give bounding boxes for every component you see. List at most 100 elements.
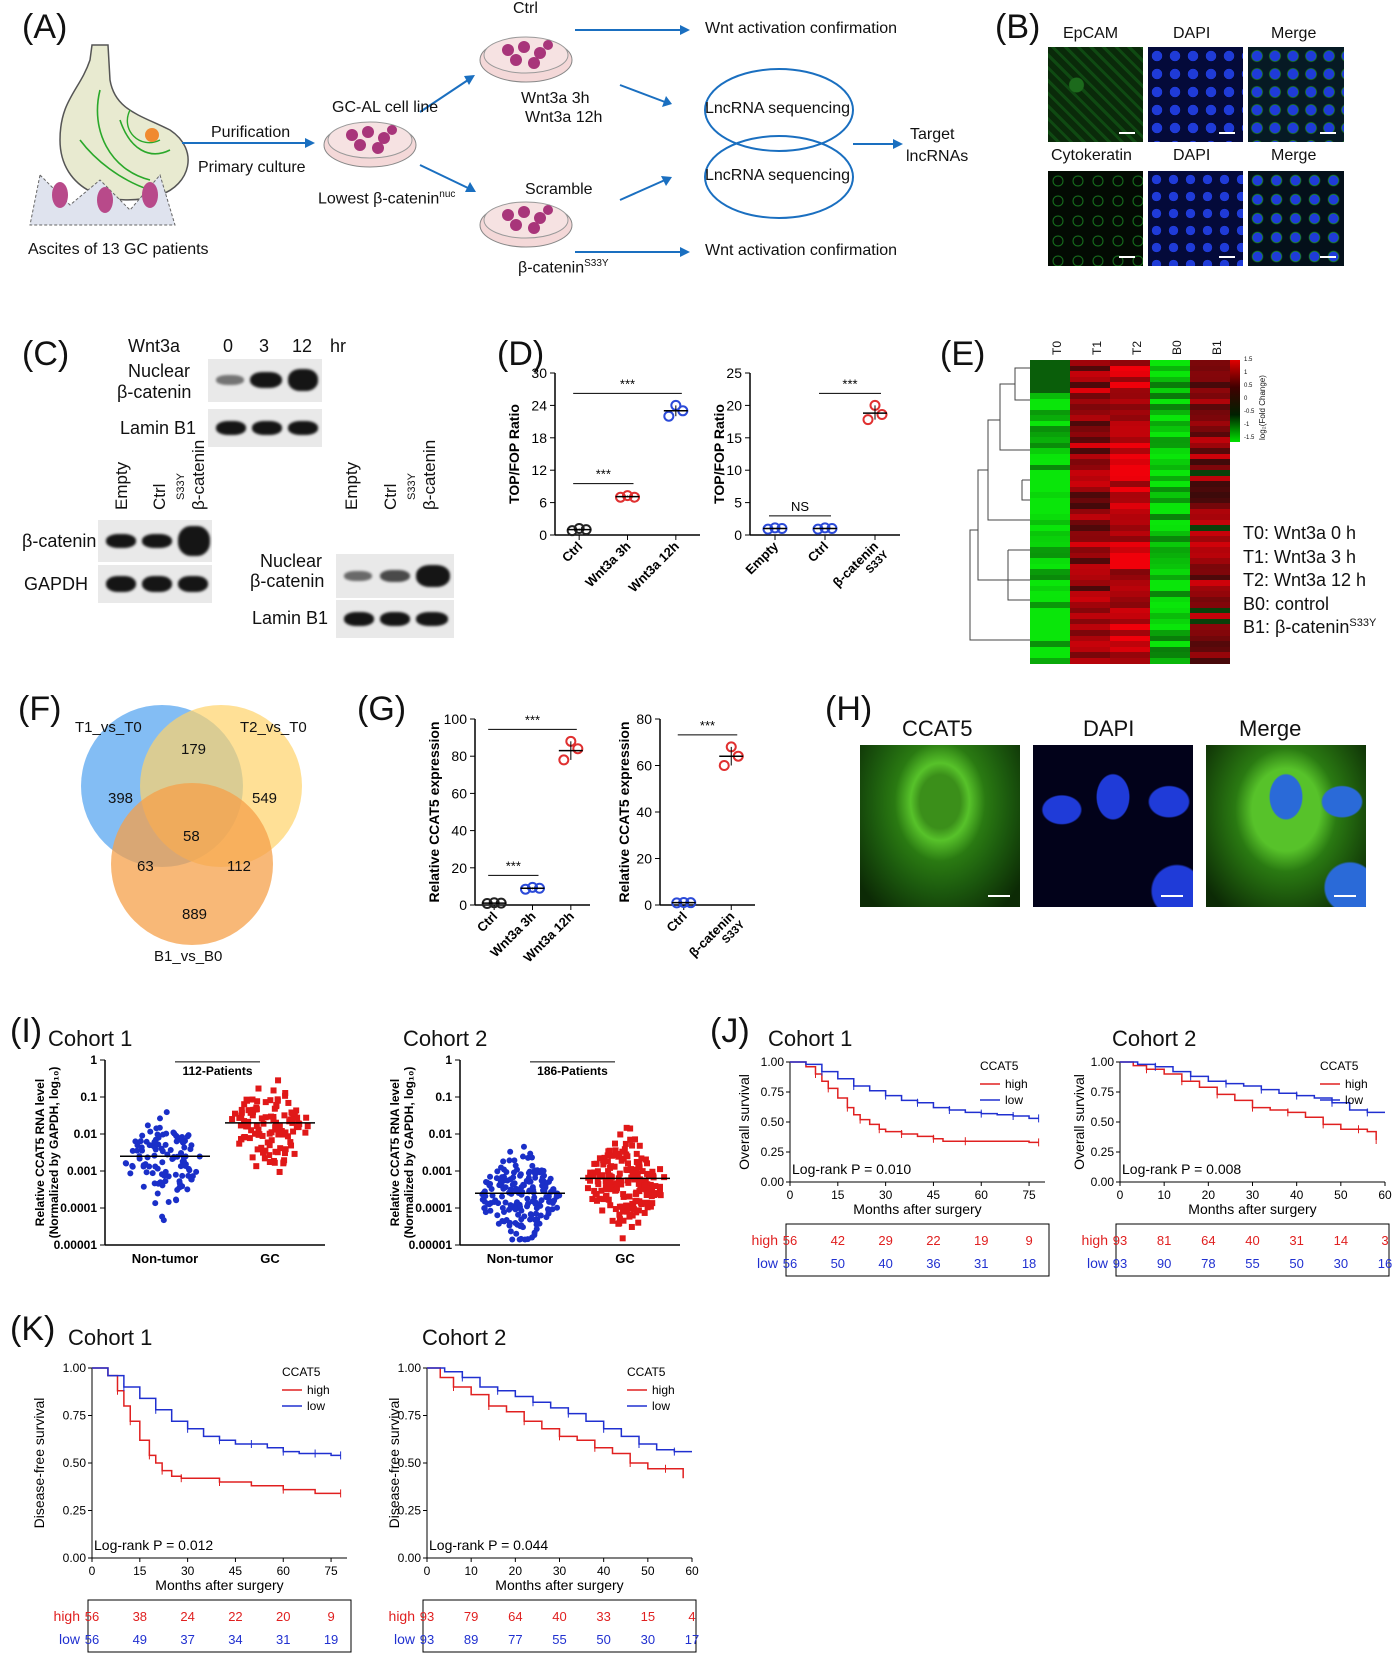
heatmap-cell [1150,404,1190,411]
e-legend-t0: T0: Wnt3a 0 h [1243,523,1357,543]
heatmap-cell [1030,371,1070,378]
heatmap-cell [1070,393,1110,400]
data-point [604,1158,611,1165]
significance-label: ** [213,1055,223,1062]
data-point [620,1217,627,1224]
data-point [282,1129,289,1136]
heatmap-cell [1030,552,1070,559]
e-legend-t2: T2: Wnt3a 12 h [1243,570,1367,590]
data-point [605,1168,612,1175]
data-point [550,1187,557,1194]
legend-title: CCAT5 [627,1365,666,1379]
heatmap-col-b1: B1 [1210,340,1224,355]
significance-label: *** [525,712,540,727]
heatmap-cell [1110,382,1150,389]
heatmap-cell [1190,453,1230,460]
y-tick-label: 40 [451,823,467,839]
y-tick-label: 0.001 [67,1164,97,1178]
y-tick-label: 0.50 [1091,1115,1115,1129]
panel-label-h: (H) [825,690,873,728]
x-tick-label: Empty [742,538,781,577]
bcat-s33y-text: β-catenin [518,259,585,277]
risk-count-high: 15 [641,1609,655,1624]
x-tick-label: GC [260,1251,280,1266]
cell-line-label: GC-AL cell line [332,99,439,116]
band [380,612,410,626]
data-point [174,1186,181,1193]
heatmap-cell [1030,618,1070,625]
heatmap-cell [1030,641,1070,648]
y-tick-label: 0 [539,527,547,543]
data-point [149,1170,156,1177]
heatmap-cell [1110,596,1150,603]
data-point [140,1183,147,1190]
data-point [140,1162,147,1169]
heatmap-col-t0: T0 [1050,340,1064,355]
data-point [193,1168,200,1175]
panel-label-k: (K) [10,1310,56,1348]
heatmap-cell [1190,541,1230,548]
heatmap-cell [1190,437,1230,444]
risk-table [785,1223,1050,1277]
data-point [260,1120,267,1127]
heatmap-cell [1190,525,1230,532]
heatmap-cell [1150,470,1190,477]
data-point [629,1200,636,1207]
data-point [255,1085,262,1092]
k-cohort2-title: Cohort 2 [422,1325,507,1350]
heatmap-cell [1070,503,1110,510]
y-tick-label: 0.50 [63,1456,87,1470]
x-tick-label: 75 [324,1564,338,1578]
data-point [526,1168,533,1175]
c-lane-ctrl-right: Ctrl [381,483,400,510]
y-tick-label: 0.00 [761,1175,785,1189]
data-point [639,1168,646,1175]
y-tick-label: 0 [734,527,742,543]
data-point [615,1220,622,1227]
heatmap-cell [1150,486,1190,493]
x-tick-label: 15 [831,1188,845,1202]
heatmap-cell [1030,492,1070,499]
y-tick-label: 0.1 [80,1090,97,1104]
data-point [642,1177,649,1184]
y-tick-label: 1.00 [1091,1055,1115,1069]
panel-label-j: (J) [710,1012,750,1050]
heatmap-cell [1070,530,1110,537]
band [142,576,172,592]
band [252,421,282,435]
data-point [600,1157,607,1164]
data-point [293,1107,300,1114]
heatmap-cell [1150,569,1190,576]
heatmap-cell [1110,536,1150,543]
y-tick-label: 12 [531,462,547,478]
heatmap-cell [1030,536,1070,543]
panel-label-f: (F) [18,690,62,728]
heatmap-cell [1070,563,1110,570]
heatmap-cell [1110,475,1150,482]
x-tick-label: Ctrl [474,909,500,935]
heatmap-cell [1030,624,1070,631]
data-point [629,1142,636,1149]
heatmap-cell [1030,486,1070,493]
x-tick-label: Wnt3a 3h [582,538,634,590]
heatmap-cell [1110,602,1150,609]
heatmap-cell [1070,398,1110,405]
heatmap-cell [1190,591,1230,598]
data-point [624,1204,631,1211]
heatmap-cell [1190,376,1230,383]
venn-circle-b1 [111,783,273,945]
heatmap-cell [1070,519,1110,526]
heatmap-cell [1030,569,1070,576]
heatmap-cell [1150,591,1190,598]
risk-count-low: 36 [926,1256,940,1271]
heatmap-cell [1190,574,1230,581]
data-point [177,1163,184,1170]
heatmap-cell [1110,415,1150,422]
data-point [159,1159,166,1166]
data-point [623,1208,630,1215]
data-point [499,1193,506,1200]
data-point [543,1214,550,1221]
data-point [656,1189,663,1196]
data-point [619,1148,626,1155]
y-axis-label: Relative CCAT5 RNA level [33,1079,47,1226]
